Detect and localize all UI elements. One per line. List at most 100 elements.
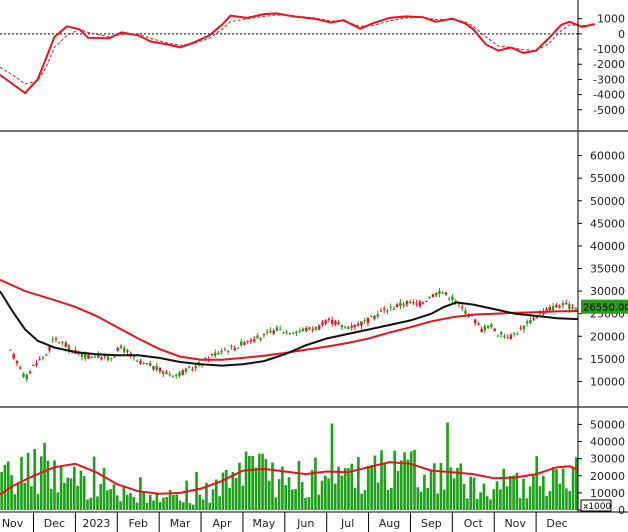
month-tick-label: Dec [44, 517, 65, 530]
volume-bar [86, 499, 89, 510]
price-candle [360, 321, 363, 326]
price-candle [158, 367, 162, 372]
price-candle [175, 374, 178, 376]
volume-bar [390, 487, 393, 510]
price-candle [168, 374, 171, 376]
volume-bar [522, 478, 525, 510]
price-candle [568, 304, 571, 310]
price-tick-label: 20000 [590, 330, 625, 343]
price-candle [353, 324, 357, 327]
price-candle [363, 319, 366, 321]
price-tick-label: 50000 [590, 195, 625, 208]
volume-bar [373, 455, 377, 510]
price-candle [45, 354, 48, 356]
volume-bar [304, 497, 307, 510]
price-candle [386, 310, 389, 312]
price-candle [522, 325, 526, 330]
volume-bar [264, 458, 268, 510]
volume-bar [475, 498, 479, 510]
month-tick-label: May [252, 517, 275, 530]
volume-bar [162, 497, 165, 510]
price-candle [295, 331, 298, 334]
volume-bar [106, 490, 109, 510]
volume-bar [525, 498, 529, 510]
price-candle [106, 356, 110, 360]
price-candle [25, 374, 28, 380]
volume-bar [545, 496, 548, 510]
price-candle [262, 333, 266, 335]
price-candle [171, 376, 175, 378]
oscillator-main-line [0, 12, 596, 95]
price-candle [19, 367, 22, 369]
price-candle [223, 349, 227, 351]
volume-bar [188, 503, 192, 510]
volume-bar [79, 470, 83, 510]
month-tick-label: Sep [421, 517, 442, 530]
price-candle [285, 331, 288, 333]
volume-bar [426, 487, 430, 510]
volume-bar [310, 470, 314, 510]
price-candle [525, 321, 529, 324]
price-candle [28, 371, 32, 374]
volume-bar [248, 456, 251, 510]
price-candle [67, 345, 71, 351]
price-candle [551, 306, 555, 311]
price-candle [486, 325, 490, 329]
volume-bar [215, 479, 218, 510]
volume-tick-label: 10000 [590, 487, 625, 500]
volume-bar [224, 469, 228, 510]
volume-bar [386, 489, 390, 510]
volume-bar [317, 494, 321, 510]
price-candle [451, 296, 454, 301]
volume-bar [485, 496, 489, 510]
price-candle [142, 362, 145, 364]
price-candle [162, 371, 165, 375]
price-candle [324, 320, 327, 324]
volume-bar [175, 494, 179, 510]
volume-bar [399, 460, 403, 510]
price-candle [145, 362, 149, 364]
oscillator-panel: 1000 0 -1000 -2000 -3000 -4000 -5000 [0, 12, 625, 117]
price-candle [447, 298, 451, 300]
volume-bar [251, 455, 254, 510]
price-candle [226, 351, 230, 353]
price-tick-label: 40000 [590, 240, 625, 253]
volume-bar [13, 494, 17, 510]
volume-bar [436, 493, 439, 510]
volume-bar [49, 488, 53, 510]
price-candle [506, 337, 509, 339]
price-candle [512, 333, 516, 335]
volume-bar [370, 464, 373, 510]
price-tick-label: 30000 [590, 285, 625, 298]
price-candle [256, 335, 259, 339]
price-candle [291, 332, 295, 334]
volume-bar [148, 494, 152, 510]
volume-bar [376, 482, 380, 510]
price-candle [194, 365, 197, 369]
volume-bar [119, 501, 122, 510]
volume-bar [403, 452, 406, 510]
volume-bar [129, 492, 132, 510]
price-candle [574, 308, 578, 310]
price-candle [149, 362, 152, 366]
price-candle [217, 352, 220, 354]
price-candle [243, 342, 246, 346]
price-tick-label: 35000 [590, 263, 625, 276]
price-candle [308, 326, 311, 330]
volume-bar [343, 468, 347, 510]
volume-bar [152, 500, 155, 510]
volume-bar [125, 494, 129, 510]
price-candle [503, 335, 506, 337]
price-candle [473, 319, 477, 324]
price-tick-label: 45000 [590, 217, 625, 230]
volume-bar [23, 482, 27, 510]
volume-bar [518, 498, 522, 510]
price-candle [389, 306, 392, 308]
price-candle [22, 373, 25, 378]
price-candle [405, 301, 409, 305]
price-candle [366, 317, 370, 323]
volume-bar [208, 502, 212, 510]
volume-bar [132, 496, 136, 510]
price-tick-label: 10000 [590, 375, 625, 388]
price-candle [181, 370, 184, 375]
